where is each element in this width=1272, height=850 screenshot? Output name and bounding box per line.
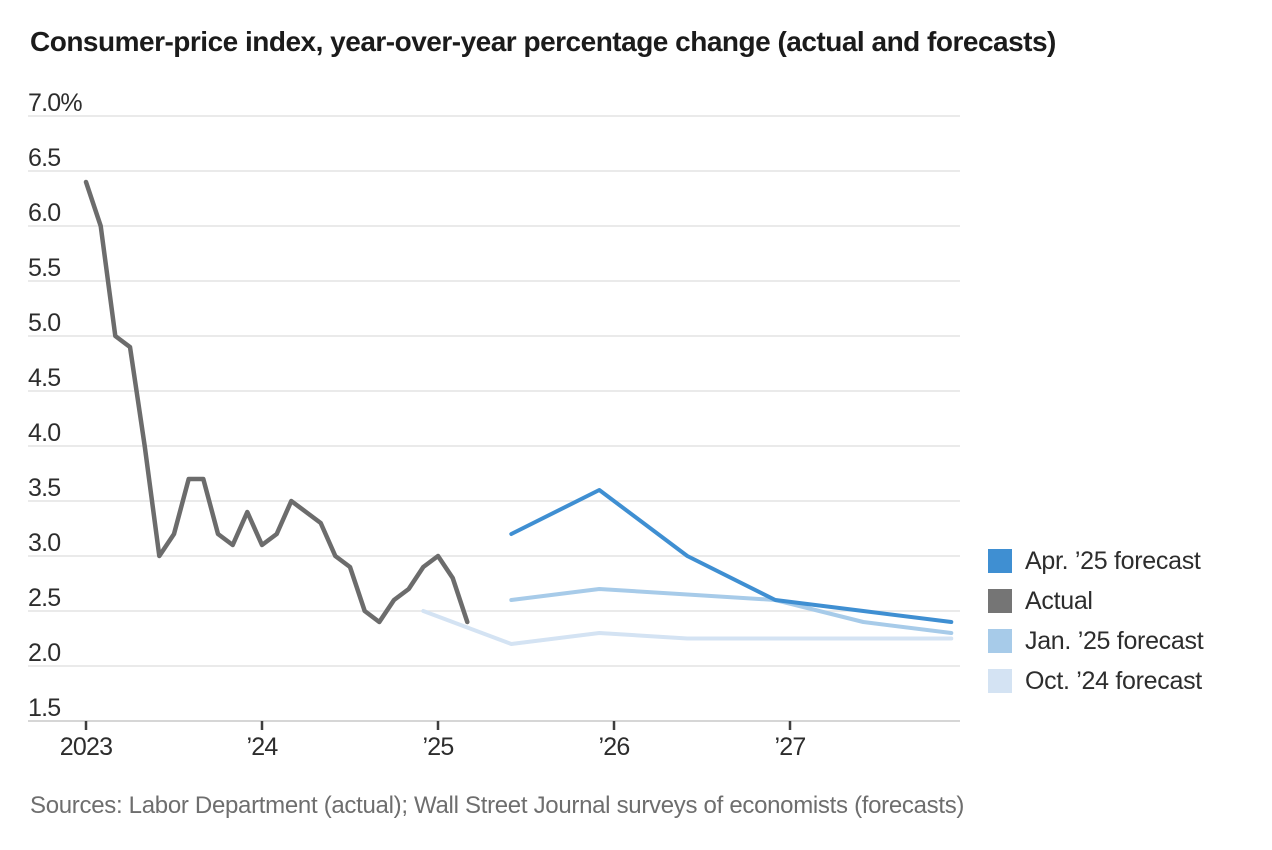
y-axis-tick-label: 2.0 [28,639,60,667]
series-line-apr-25-forecast [509,488,954,624]
legend-label: Actual [1025,586,1093,615]
y-axis-tick-label: 5.5 [28,254,60,282]
y-axis-tick-label: 4.5 [28,364,60,392]
legend-swatch [988,669,1012,693]
legend-item: Actual [988,581,1203,621]
x-axis-tick-label: 2023 [60,733,112,761]
series-line-oct-24-forecast [421,609,954,646]
y-axis-tick-label: 2.5 [28,584,60,612]
legend-item: Apr. ’25 forecast [988,541,1203,581]
x-axis-tick-label: ’27 [775,733,806,761]
page-title: Consumer-price index, year-over-year per… [30,26,1056,57]
y-axis-tick-label: 3.0 [28,529,60,557]
legend-label: Oct. ’24 forecast [1025,666,1202,695]
x-axis-tick-label: ’26 [599,733,630,761]
legend-label: Apr. ’25 forecast [1025,546,1201,575]
y-axis-tick-label: 3.5 [28,474,60,502]
legend-swatch [988,549,1012,573]
y-axis-tick-label: 6.0 [28,199,60,227]
legend-swatch [988,589,1012,613]
series-line-actual [83,179,470,625]
series-line-jan-25-forecast [509,587,954,635]
y-axis-tick-label: 6.5 [28,144,60,172]
x-axis-tick-label: ’25 [423,733,454,761]
y-axis-tick-label: 4.0 [28,419,60,447]
source-note: Sources: Labor Department (actual); Wall… [30,792,965,819]
legend-swatch [988,629,1012,653]
x-axis-tick-label: ’24 [247,733,279,761]
legend-item: Jan. ’25 forecast [988,621,1204,661]
y-axis-tick-label: 1.5 [28,694,60,722]
legend-item: Oct. ’24 forecast [988,661,1203,701]
y-axis-tick-label: 7.0% [28,89,82,117]
y-axis-tick-label: 5.0 [28,309,60,337]
chart-legend: Apr. ’25 forecast Actual Jan. ’25 forecast… [988,541,1204,701]
legend-label: Jan. ’25 forecast [1025,626,1204,655]
